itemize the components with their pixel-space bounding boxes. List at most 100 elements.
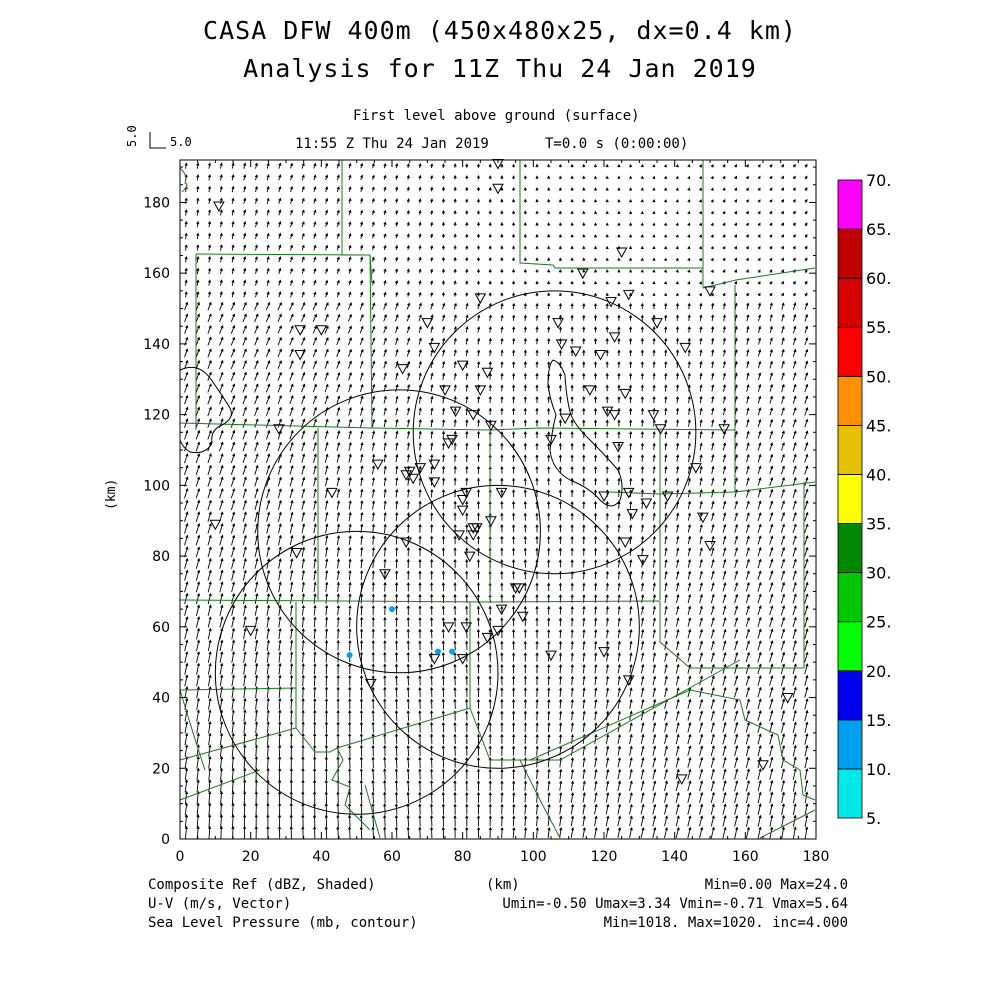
wind-vector: [547, 222, 551, 226]
wind-vector: [488, 221, 492, 227]
wind-vector: [535, 628, 539, 639]
wind-vector: [582, 175, 586, 180]
wind-vector: [196, 755, 200, 769]
wind-vector: [769, 768, 774, 780]
wind-vector: [792, 488, 797, 498]
wind-vector: [500, 477, 504, 486]
wind-vector: [301, 232, 305, 239]
wind-vector: [196, 802, 200, 816]
wind-vector: [547, 663, 551, 674]
wind-vector: [477, 430, 481, 439]
wind-vector: [652, 234, 656, 238]
wind-vector: [348, 767, 352, 780]
wind-vector: [547, 489, 551, 498]
wind-vector: [336, 371, 341, 381]
wind-vector: [722, 395, 727, 404]
wind-vector: [407, 430, 411, 439]
wind-vector: [629, 326, 633, 333]
wind-vector: [792, 674, 797, 686]
wind-vector: [301, 604, 305, 616]
wind-vector: [243, 674, 247, 687]
wind-vector: [500, 419, 504, 427]
wind-vector: [360, 279, 364, 286]
wind-vector: [676, 454, 680, 462]
wind-vector: [476, 663, 480, 674]
station-marker: [442, 622, 455, 633]
wind-vector: [699, 791, 704, 803]
wind-vector: [570, 780, 575, 791]
wind-vector: [745, 686, 750, 698]
wind-vector: [242, 488, 247, 499]
x-tick-label: 140: [661, 849, 688, 865]
wind-vector: [687, 698, 692, 709]
wind-vector: [593, 210, 598, 215]
wind-vector: [371, 291, 375, 298]
wind-vector: [325, 604, 329, 616]
wind-vector: [640, 199, 644, 203]
wind-vector: [313, 651, 317, 663]
x-tick-label: 160: [732, 849, 759, 865]
wind-vector: [676, 512, 680, 521]
wind-vector: [429, 640, 434, 651]
wind-vector: [453, 791, 457, 803]
wind-vector: [289, 802, 293, 816]
wind-vector: [476, 163, 481, 168]
wind-vector: [371, 197, 375, 204]
wind-vector: [547, 210, 551, 215]
wind-vector: [769, 477, 774, 486]
wind-vector: [196, 674, 200, 687]
wind-vector: [277, 499, 282, 510]
wind-vector: [195, 546, 201, 558]
wind-vector: [500, 186, 504, 192]
wind-vector: [207, 185, 212, 193]
wind-vector: [687, 292, 691, 297]
colorbar-label: 20.: [866, 662, 891, 681]
wind-vector: [230, 453, 236, 464]
wind-vector: [722, 269, 726, 273]
wind-vector: [406, 280, 410, 286]
wind-vector: [360, 535, 364, 545]
wind-vector: [710, 593, 715, 604]
ref-vector-x-label: 5.0: [170, 135, 192, 149]
wind-vector: [465, 640, 469, 651]
wind-vector: [699, 500, 703, 510]
wind-vector: [277, 476, 282, 487]
wind-vector: [195, 441, 201, 452]
wind-vector: [804, 651, 809, 663]
wind-vector: [277, 825, 282, 839]
wind-vector: [277, 325, 282, 334]
wind-vector: [547, 349, 551, 357]
wind-vector: [453, 360, 457, 369]
wind-vector: [394, 675, 399, 686]
wind-vector: [745, 500, 750, 510]
wind-vector: [219, 499, 224, 511]
station-marker: [675, 774, 688, 785]
wind-vector: [395, 186, 399, 192]
wind-vector: [769, 453, 774, 463]
wind-vector: [395, 500, 399, 510]
wind-vector: [406, 593, 410, 604]
wind-vector: [547, 163, 551, 168]
wind-vector: [418, 268, 422, 274]
wind-vector: [804, 222, 808, 227]
wind-vector: [254, 279, 258, 286]
wind-vector: [383, 476, 387, 486]
wind-vector: [699, 245, 703, 250]
wind-vector: [336, 593, 340, 604]
wind-vector: [184, 662, 189, 675]
wind-vector: [757, 234, 761, 238]
wind-vector: [617, 663, 621, 674]
wind-vector: [195, 406, 201, 417]
wind-vector: [699, 337, 703, 345]
wind-vector: [219, 244, 223, 251]
wind-vector: [348, 593, 352, 604]
wind-vector: [512, 314, 516, 321]
wind-vector: [301, 628, 305, 640]
wind-vector: [582, 524, 586, 533]
station-marker: [559, 413, 571, 425]
wind-vector: [406, 163, 410, 169]
wind-vector: [418, 733, 422, 745]
wind-vector: [442, 302, 446, 310]
station-marker: [647, 410, 660, 421]
